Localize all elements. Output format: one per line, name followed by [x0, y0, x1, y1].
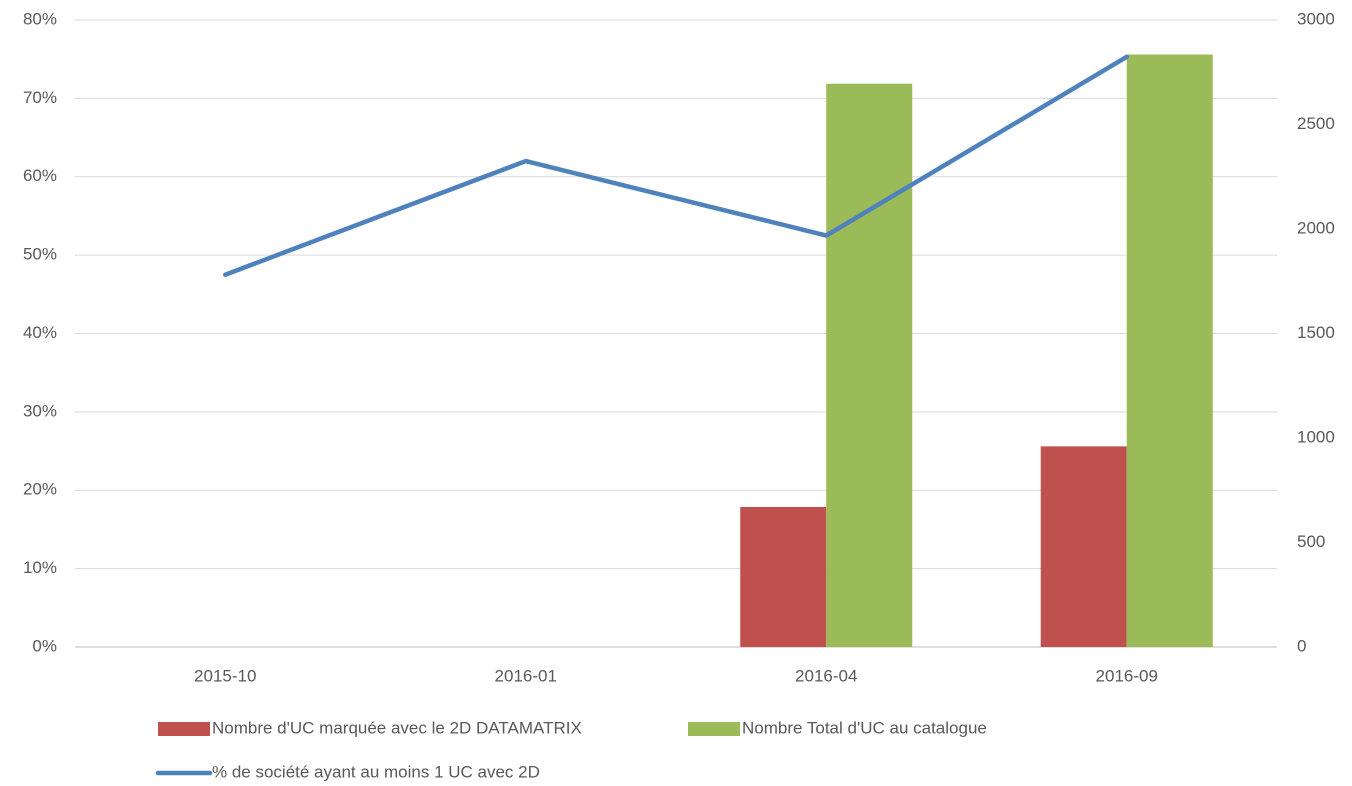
x-tick-label: 2015-10 [194, 666, 256, 685]
y-tick-label: 10% [23, 558, 57, 577]
y2-tick-label: 500 [1297, 532, 1325, 551]
bar [1040, 446, 1127, 647]
y2-tick-label: 0 [1297, 636, 1306, 655]
y-tick-label: 0% [32, 636, 57, 655]
y-tick-label: 30% [23, 401, 57, 420]
y2-tick-label: 2500 [1297, 114, 1335, 133]
y-tick-label: 80% [23, 9, 57, 28]
y-tick-label: 70% [23, 88, 57, 107]
bar [1126, 54, 1213, 648]
y2-tick-label: 2000 [1297, 218, 1335, 237]
line [223, 54, 1129, 277]
y2-tick-label: 3000 [1297, 9, 1335, 28]
y-tick-label: 40% [23, 323, 57, 342]
y-tick-label: 50% [23, 245, 57, 264]
y-tick-label: 60% [23, 166, 57, 185]
y2-tick-label: 1000 [1297, 427, 1335, 446]
x-tick-label: 2016-01 [495, 666, 557, 685]
legend-swatch [688, 722, 740, 736]
legend-label: Nombre Total d'UC au catalogue [742, 718, 987, 737]
legend-label: Nombre d'UC marquée avec le 2D DATAMATRI… [212, 718, 582, 737]
bar [826, 83, 913, 648]
legend-label: % de société ayant au moins 1 UC avec 2D [212, 762, 540, 781]
y2-tick-label: 1500 [1297, 323, 1335, 342]
legend-swatch [158, 722, 210, 736]
x-tick-label: 2016-09 [1096, 666, 1158, 685]
y-tick-label: 20% [23, 480, 57, 499]
bar [740, 506, 827, 647]
x-tick-label: 2016-04 [795, 666, 857, 685]
